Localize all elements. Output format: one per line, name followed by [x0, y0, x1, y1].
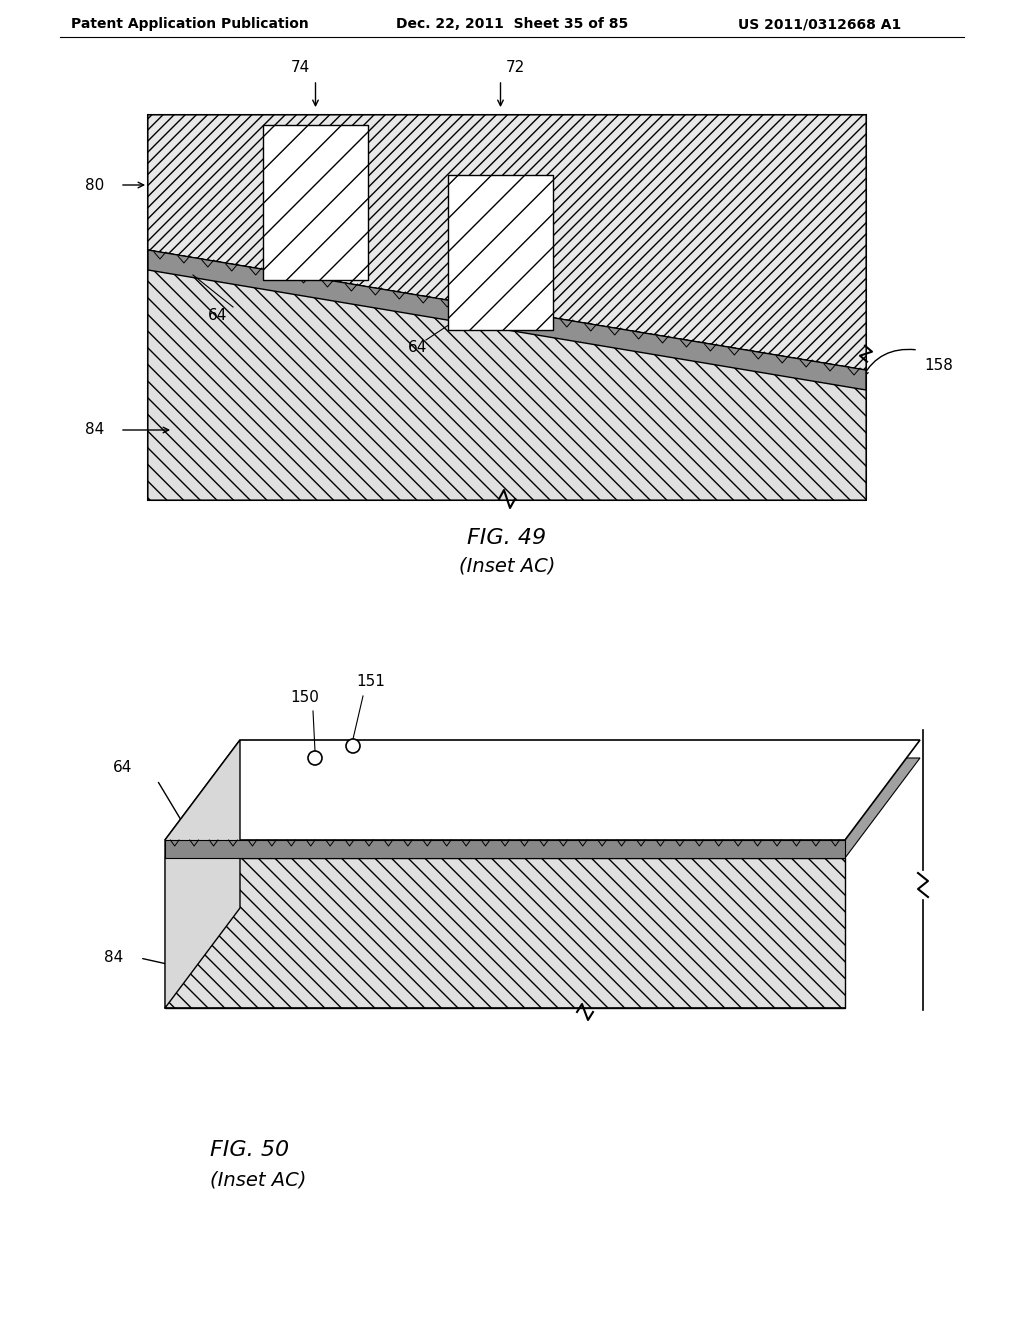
Bar: [449, 176, 553, 330]
Text: (Inset AC): (Inset AC): [459, 557, 555, 576]
Text: 84: 84: [85, 422, 104, 437]
Polygon shape: [148, 249, 866, 500]
Text: 64: 64: [409, 341, 428, 355]
Text: 74: 74: [291, 59, 310, 74]
Polygon shape: [165, 858, 845, 1008]
Text: 64: 64: [113, 759, 132, 775]
Polygon shape: [165, 741, 240, 1008]
Text: 158: 158: [434, 886, 463, 900]
Text: 150: 150: [291, 690, 319, 705]
Bar: [263, 125, 368, 280]
Text: (Inset AC): (Inset AC): [210, 1171, 306, 1189]
Polygon shape: [148, 115, 866, 370]
Text: 64: 64: [208, 308, 227, 322]
Bar: [263, 125, 368, 280]
Bar: [449, 176, 553, 330]
Text: FIG. 50: FIG. 50: [210, 1140, 289, 1160]
Text: 158: 158: [924, 358, 953, 372]
Text: 72: 72: [506, 59, 525, 74]
Text: 84: 84: [103, 950, 123, 965]
Polygon shape: [165, 840, 845, 858]
Bar: [148, 115, 866, 500]
Circle shape: [308, 751, 322, 766]
Text: 151: 151: [356, 673, 385, 689]
Text: 80: 80: [85, 177, 104, 193]
Text: Dec. 22, 2011  Sheet 35 of 85: Dec. 22, 2011 Sheet 35 of 85: [396, 17, 628, 30]
Text: US 2011/0312668 A1: US 2011/0312668 A1: [738, 17, 901, 30]
Text: Patent Application Publication: Patent Application Publication: [71, 17, 309, 30]
Polygon shape: [165, 741, 920, 840]
Circle shape: [346, 739, 360, 752]
Polygon shape: [148, 249, 866, 389]
Text: FIG. 49: FIG. 49: [467, 528, 547, 548]
Polygon shape: [165, 758, 920, 858]
